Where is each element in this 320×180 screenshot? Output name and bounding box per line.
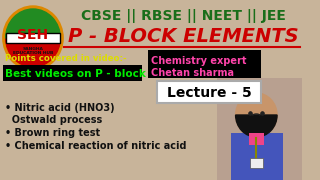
FancyBboxPatch shape bbox=[250, 158, 263, 168]
FancyBboxPatch shape bbox=[249, 133, 264, 145]
Text: • Chemical reaction of nitric acid: • Chemical reaction of nitric acid bbox=[5, 141, 186, 151]
Text: • Nitric acid (HNO3): • Nitric acid (HNO3) bbox=[5, 103, 114, 113]
FancyBboxPatch shape bbox=[148, 50, 261, 78]
Circle shape bbox=[236, 93, 277, 137]
FancyBboxPatch shape bbox=[231, 133, 283, 180]
Circle shape bbox=[3, 6, 63, 70]
Text: Lecture - 5: Lecture - 5 bbox=[167, 86, 252, 100]
Text: Chemistry expert: Chemistry expert bbox=[151, 56, 246, 66]
Text: Chetan sharma: Chetan sharma bbox=[151, 68, 234, 78]
Text: Points covered in video:-: Points covered in video:- bbox=[5, 53, 126, 62]
Wedge shape bbox=[236, 115, 277, 137]
Text: Ostwald process: Ostwald process bbox=[5, 115, 102, 125]
Text: SANGHA
EDUCATION HUB: SANGHA EDUCATION HUB bbox=[13, 47, 53, 55]
Text: • Brown ring test: • Brown ring test bbox=[5, 128, 100, 138]
Wedge shape bbox=[6, 9, 60, 38]
FancyBboxPatch shape bbox=[6, 33, 60, 43]
Text: P - BLOCK ELEMENTS: P - BLOCK ELEMENTS bbox=[68, 26, 299, 46]
Text: SEH: SEH bbox=[17, 28, 49, 42]
FancyBboxPatch shape bbox=[217, 78, 301, 180]
FancyBboxPatch shape bbox=[157, 81, 261, 103]
FancyBboxPatch shape bbox=[3, 65, 142, 81]
Text: CBSE || RBSE || NEET || JEE: CBSE || RBSE || NEET || JEE bbox=[81, 9, 286, 23]
Wedge shape bbox=[6, 38, 60, 67]
Text: Best videos on P - block: Best videos on P - block bbox=[5, 69, 146, 79]
